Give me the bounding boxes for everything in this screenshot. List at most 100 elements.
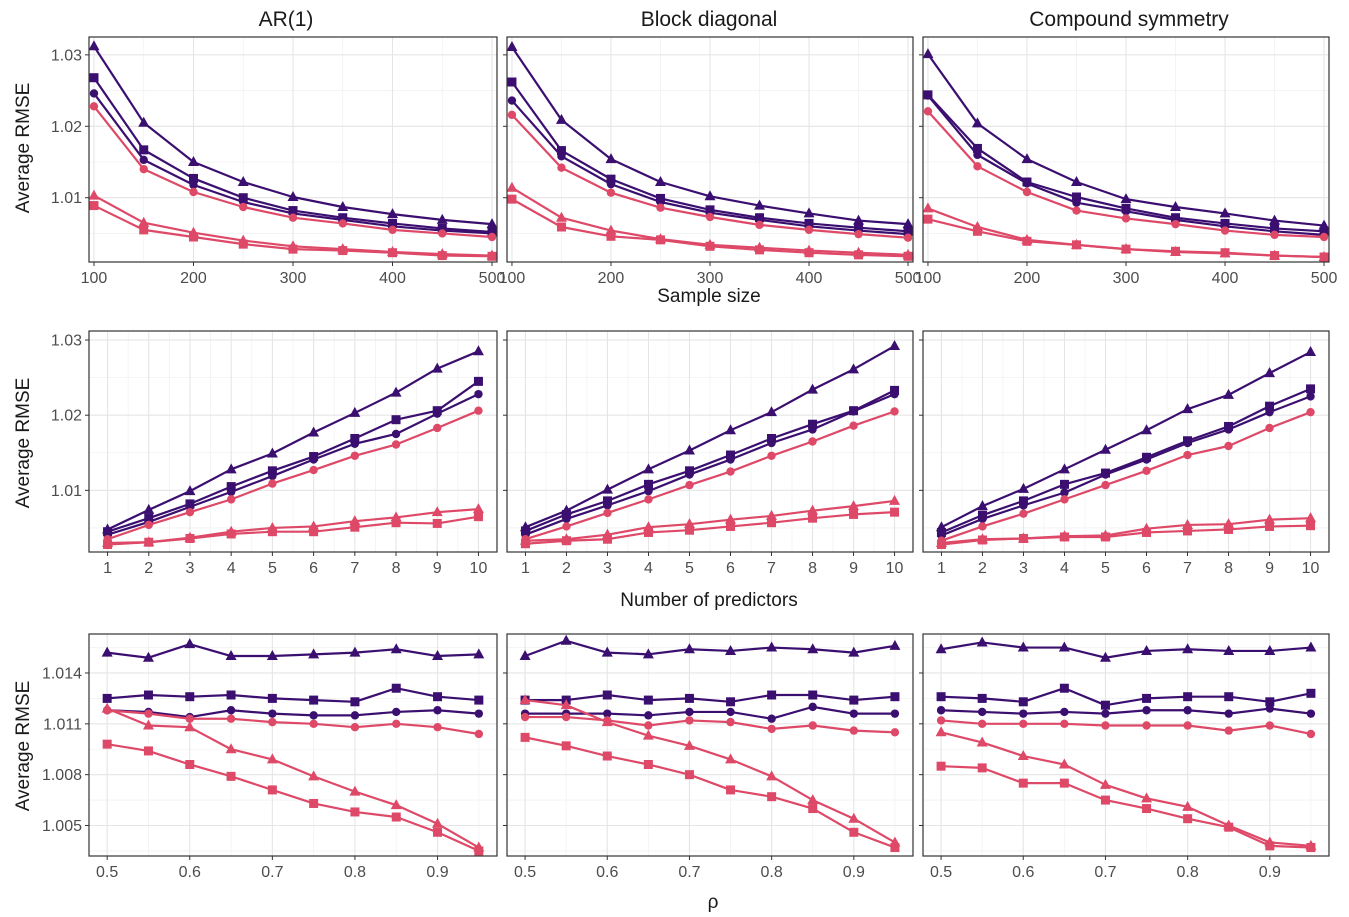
point-pink-circle <box>338 219 347 228</box>
x-tick-label: 500 <box>1311 270 1338 287</box>
point-pink-square <box>267 527 277 537</box>
point-purple-circle <box>726 455 735 464</box>
point-pink-triangle <box>766 509 778 520</box>
point-pink-square <box>726 521 736 531</box>
point-purple-square <box>602 496 612 506</box>
point-purple-circle <box>309 455 318 464</box>
point-pink-circle <box>1142 721 1151 730</box>
x-tick-label: 0.9 <box>426 864 448 881</box>
x-tick-label: 0.8 <box>761 864 783 881</box>
x-tick-label: 0.7 <box>261 864 283 881</box>
point-pink-square <box>309 798 319 808</box>
point-purple-circle <box>923 91 933 100</box>
point-pink-square <box>684 770 694 780</box>
x-tick-label: 10 <box>1302 560 1320 577</box>
point-purple-triangle <box>287 191 299 201</box>
x-tick-label: 0.9 <box>1259 864 1281 881</box>
y-axis-title-row2: Average RMSE <box>13 378 34 509</box>
point-pink-triangle <box>922 202 934 213</box>
point-purple-square <box>684 693 694 703</box>
point-purple-triangle <box>184 485 196 496</box>
point-purple-triangle <box>935 643 947 654</box>
point-pink-square <box>226 771 236 781</box>
point-purple-square <box>391 683 401 693</box>
x-tick-label: 4 <box>644 560 653 577</box>
point-purple-circle <box>890 709 900 718</box>
point-pink-square <box>602 751 612 761</box>
point-pink-square <box>143 746 153 756</box>
point-purple-square <box>139 145 149 155</box>
point-purple-triangle <box>766 641 778 652</box>
point-purple-square <box>188 173 198 183</box>
point-pink-triangle <box>1182 800 1194 811</box>
point-pink-square <box>309 527 319 537</box>
point-pink-circle <box>1060 495 1069 504</box>
point-purple-triangle <box>848 646 860 657</box>
x-tick-label: 200 <box>1014 270 1041 287</box>
x-tick-label: 300 <box>280 270 307 287</box>
point-purple-circle <box>433 706 442 715</box>
series-line-purple-square <box>525 693 896 703</box>
point-pink-circle <box>1319 232 1329 242</box>
point-pink-square <box>890 843 900 853</box>
point-purple-square <box>226 482 236 492</box>
point-pink-circle <box>388 225 397 235</box>
point-pink-square <box>1071 240 1081 250</box>
panel-border <box>88 36 498 263</box>
point-pink-square <box>238 239 248 249</box>
point-purple-circle <box>767 438 776 448</box>
point-purple-triangle <box>1120 193 1132 204</box>
point-pink-circle <box>1171 219 1180 229</box>
series-line-pink-circle <box>107 409 479 541</box>
point-purple-triangle <box>889 340 901 351</box>
point-purple-circle <box>268 471 277 481</box>
point-pink-circle <box>923 107 933 116</box>
strip-title-block-diagonal: Block diagonal <box>641 8 778 31</box>
point-pink-circle <box>1265 423 1274 433</box>
x-tick-label: 7 <box>1183 560 1192 577</box>
series-line-purple-triangle <box>940 351 1312 529</box>
point-pink-circle <box>226 495 236 504</box>
point-purple-triangle <box>1305 346 1317 357</box>
point-purple-circle <box>1183 706 1192 715</box>
point-purple-square <box>391 415 401 425</box>
x-tick-label: 200 <box>598 270 625 287</box>
point-purple-circle <box>507 96 517 105</box>
point-pink-circle <box>350 451 360 460</box>
point-pink-triangle <box>506 181 518 192</box>
point-pink-circle <box>1224 441 1233 451</box>
point-pink-triangle <box>1182 518 1194 529</box>
point-pink-circle <box>1022 187 1032 197</box>
point-pink-circle <box>1306 729 1316 739</box>
point-pink-circle <box>726 717 735 727</box>
point-purple-triangle <box>1269 214 1281 225</box>
point-purple-triangle <box>976 636 988 647</box>
x-tick-label: 4 <box>227 560 236 577</box>
point-pink-square <box>1220 248 1230 258</box>
x-tick-label: 0.7 <box>1094 864 1116 881</box>
y-tick-label: 1.03 <box>51 47 82 64</box>
point-purple-circle <box>977 707 987 717</box>
point-pink-circle <box>603 508 612 518</box>
point-purple-triangle <box>1170 201 1182 211</box>
point-pink-square <box>1265 521 1275 531</box>
point-pink-circle <box>438 229 447 238</box>
point-pink-square <box>726 785 736 795</box>
point-pink-circle <box>309 465 318 475</box>
series-line-purple-triangle <box>524 639 896 658</box>
point-purple-square <box>309 695 319 705</box>
point-pink-circle <box>1306 407 1315 417</box>
point-pink-circle <box>936 716 946 725</box>
point-pink-circle <box>288 213 298 222</box>
point-pink-circle <box>557 163 566 172</box>
point-pink-circle <box>1019 509 1028 518</box>
point-purple-circle <box>1072 198 1081 207</box>
point-purple-square <box>643 695 653 705</box>
x-tick-label: 5 <box>268 560 277 577</box>
point-pink-circle <box>1142 466 1151 476</box>
y-tick-label: 1.011 <box>43 716 82 733</box>
point-pink-triangle <box>889 494 901 505</box>
point-purple-circle <box>849 407 858 416</box>
point-purple-square <box>350 697 360 707</box>
point-purple-square <box>602 690 612 700</box>
